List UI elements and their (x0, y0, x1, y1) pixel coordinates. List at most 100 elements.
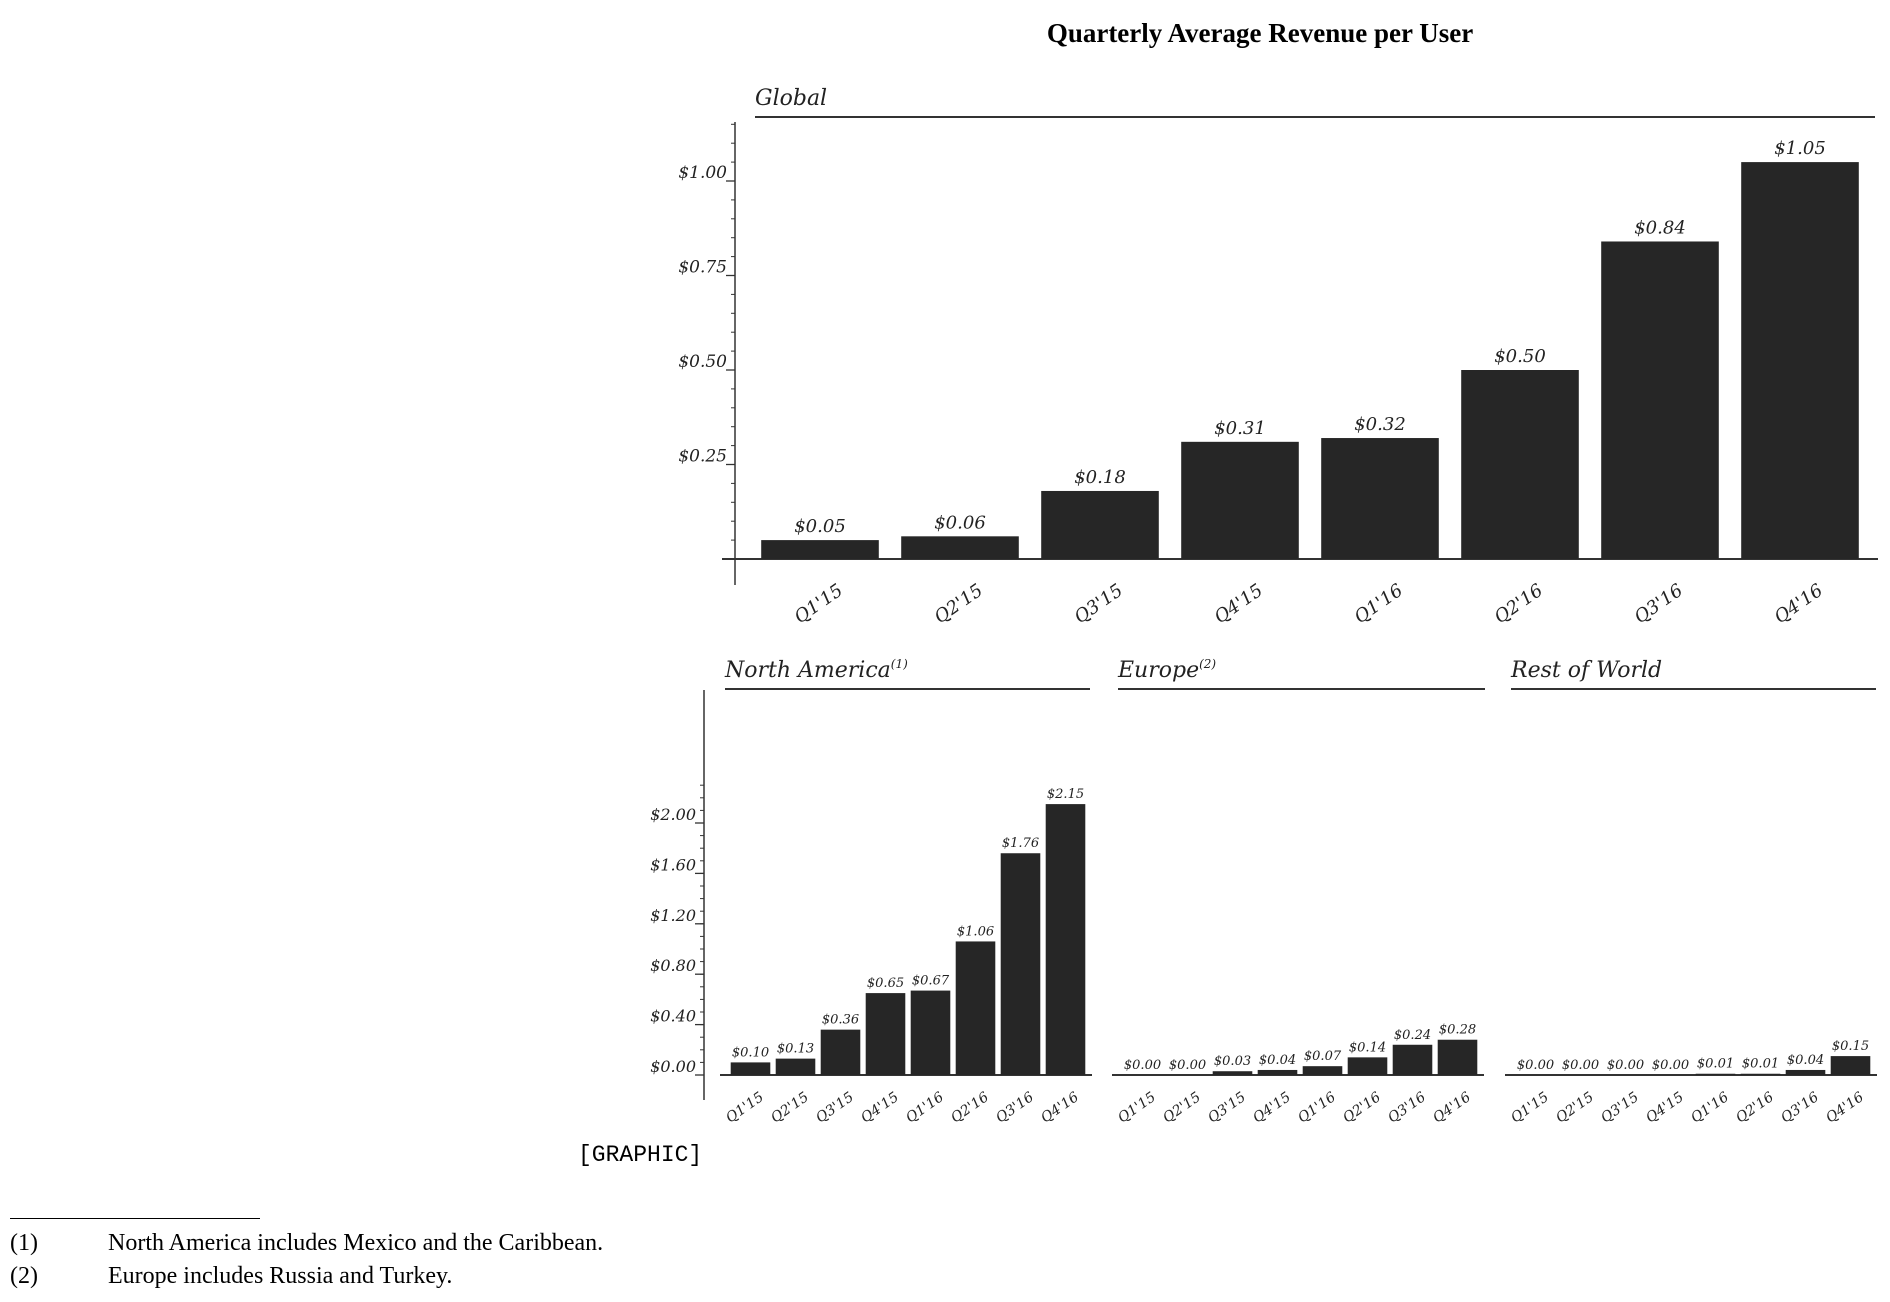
north-america-bar-Q116 (910, 990, 951, 1075)
global-panel-title: Global (755, 86, 827, 111)
north-america-category-label: Q1'16 (903, 1089, 947, 1126)
global-category-label: Q1'15 (791, 580, 847, 628)
global-y-tick-label: $1.00 (678, 163, 727, 183)
rest-of-world-category-label: Q4'16 (1823, 1089, 1867, 1126)
footnote-text: North America includes Mexico and the Ca… (108, 1230, 604, 1256)
europe-panel-footnote-marker: (2) (1199, 657, 1216, 671)
europe-value-label: $0.00 (1124, 1058, 1161, 1073)
europe-bar-Q416 (1437, 1039, 1478, 1075)
rest-of-world-value-label: $0.15 (1832, 1039, 1869, 1054)
chart-title: Quarterly Average Revenue per User (1046, 18, 1474, 48)
rest-of-world-value-label: $0.00 (1517, 1058, 1554, 1073)
north-america-bar-Q315 (820, 1029, 861, 1075)
north-america-y-tick-label: $2.00 (650, 805, 696, 824)
global-category-label: Q1'16 (1351, 580, 1407, 628)
north-america-bar-Q115 (730, 1062, 771, 1075)
north-america-value-label: $0.13 (777, 1042, 814, 1057)
north-america-value-label: $0.65 (867, 976, 904, 991)
europe-value-label: $0.03 (1214, 1054, 1251, 1069)
footnote-divider (10, 1218, 260, 1219)
north-america-value-label: $0.67 (912, 974, 950, 989)
footnote-text: Europe includes Russia and Turkey. (108, 1263, 453, 1289)
north-america-panel-title: North America(1) (724, 657, 908, 683)
rest-of-world-category-label: Q2'15 (1553, 1089, 1597, 1126)
north-america-panel-footnote-marker: (1) (891, 657, 908, 671)
europe-category-label: Q2'16 (1340, 1089, 1384, 1126)
europe-bar-Q415 (1257, 1069, 1298, 1075)
north-america-bar-Q215 (775, 1058, 816, 1075)
europe-category-label: Q3'15 (1205, 1089, 1249, 1126)
north-america-value-label: $0.10 (732, 1045, 769, 1060)
north-america-value-label: $2.15 (1047, 787, 1084, 802)
rest-of-world-bar-Q216 (1740, 1073, 1781, 1075)
europe-value-label: $0.00 (1169, 1058, 1206, 1073)
global-bar-Q415 (1181, 441, 1299, 559)
rest-of-world-bar-Q116 (1695, 1073, 1736, 1075)
europe-bar-Q316 (1392, 1044, 1433, 1075)
global-category-label: Q4'16 (1771, 580, 1827, 628)
north-america-y-tick-label: $0.00 (650, 1057, 696, 1076)
footnote-2: (2) Europe includes Russia and Turkey. (10, 1263, 452, 1290)
north-america-value-label: $0.36 (822, 1013, 859, 1028)
global-category-label: Q2'15 (931, 580, 987, 628)
global-value-label: $0.50 (1494, 346, 1546, 367)
global-y-tick-label: $0.25 (678, 447, 727, 467)
rest-of-world-category-label: Q1'16 (1688, 1089, 1732, 1126)
europe-value-label: $0.07 (1304, 1049, 1342, 1064)
rest-of-world-bar-Q416 (1830, 1056, 1871, 1075)
north-america-category-label: Q2'15 (768, 1089, 812, 1126)
global-bar-Q116 (1321, 438, 1439, 559)
europe-category-label: Q4'16 (1430, 1089, 1474, 1126)
north-america-bar-Q415 (865, 993, 906, 1075)
north-america-category-label: Q4'15 (858, 1089, 902, 1126)
global-value-label: $0.32 (1354, 414, 1406, 435)
global-value-label: $0.05 (794, 516, 846, 537)
north-america-category-label: Q2'16 (948, 1089, 992, 1126)
rest-of-world-bar-Q316 (1785, 1069, 1826, 1075)
europe-category-label: Q1'15 (1115, 1089, 1159, 1126)
global-category-label: Q2'16 (1491, 580, 1547, 628)
north-america-y-tick-label: $0.40 (650, 1007, 696, 1026)
global-y-tick-label: $0.75 (678, 258, 727, 278)
global-category-label: Q3'15 (1071, 580, 1127, 628)
north-america-bar-Q416 (1045, 804, 1086, 1075)
north-america-category-label: Q1'15 (723, 1089, 767, 1126)
rest-of-world-category-label: Q4'15 (1643, 1089, 1687, 1126)
rest-of-world-category-label: Q2'16 (1733, 1089, 1777, 1126)
north-america-value-label: $1.06 (957, 924, 994, 939)
global-value-label: $0.31 (1214, 418, 1266, 439)
europe-value-label: $0.14 (1349, 1040, 1386, 1055)
north-america-category-label: Q3'16 (993, 1089, 1037, 1126)
north-america-y-tick-label: $1.60 (650, 855, 696, 874)
footnote-1: (1) North America includes Mexico and the… (10, 1230, 603, 1257)
europe-value-label: $0.04 (1259, 1053, 1296, 1068)
rest-of-world-value-label: $0.00 (1652, 1058, 1689, 1073)
europe-category-label: Q4'15 (1250, 1089, 1294, 1126)
europe-category-label: Q1'16 (1295, 1089, 1339, 1126)
rest-of-world-value-label: $0.04 (1787, 1053, 1824, 1068)
rest-of-world-value-label: $0.01 (1742, 1057, 1779, 1072)
global-value-label: $0.06 (934, 512, 986, 533)
global-value-label: $1.05 (1774, 138, 1826, 159)
rest-of-world-category-label: Q3'16 (1778, 1089, 1822, 1126)
europe-value-label: $0.28 (1439, 1023, 1476, 1038)
rest-of-world-category-label: Q3'15 (1598, 1089, 1642, 1126)
global-bar-Q316 (1601, 241, 1719, 560)
global-y-tick-label: $0.50 (678, 352, 727, 372)
europe-category-label: Q2'15 (1160, 1089, 1204, 1126)
rest-of-world-value-label: $0.00 (1607, 1058, 1644, 1073)
north-america-y-tick-label: $0.80 (650, 956, 696, 975)
europe-bar-Q116 (1302, 1066, 1343, 1075)
north-america-category-label: Q3'15 (813, 1089, 857, 1126)
footnote-number: (2) (10, 1263, 38, 1289)
global-category-label: Q4'15 (1211, 580, 1267, 628)
europe-bar-Q216 (1347, 1057, 1388, 1075)
north-america-value-label: $1.76 (1002, 836, 1039, 851)
north-america-y-tick-label: $1.20 (650, 906, 696, 925)
rest-of-world-category-label: Q1'15 (1508, 1089, 1552, 1126)
global-bar-Q115 (761, 540, 879, 559)
global-bar-Q216 (1461, 370, 1579, 559)
global-bar-Q215 (901, 536, 1019, 559)
rest-of-world-panel-title: Rest of World (1510, 658, 1662, 683)
